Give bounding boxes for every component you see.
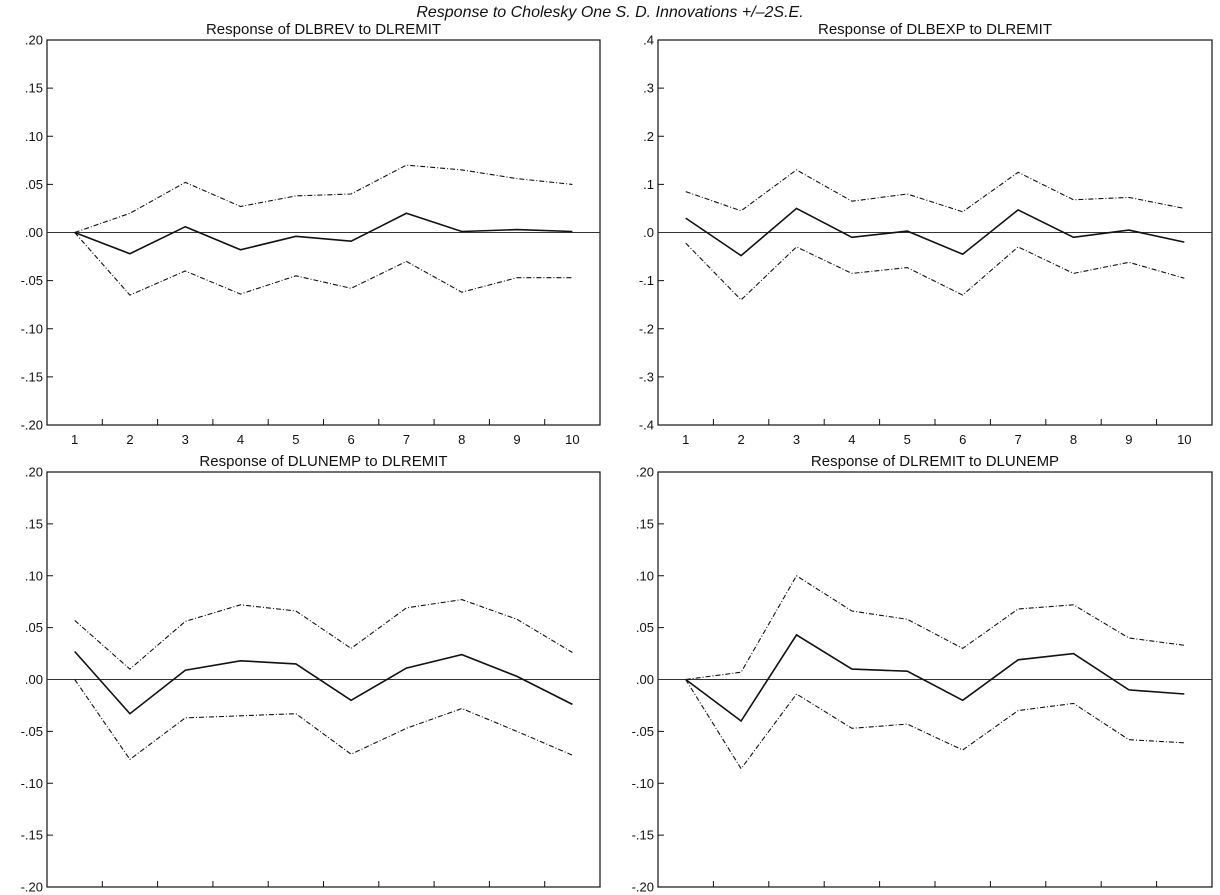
response-line — [74, 212, 573, 255]
lower-band-line — [74, 232, 573, 296]
x-tick-label: 6 — [348, 432, 355, 447]
y-tick-label: .10 — [636, 568, 654, 583]
y-tick-label: .05 — [636, 620, 654, 635]
panel-2: Response of DLBEXP to DLREMIT .4 .3 .2 .1 .0 -… — [639, 21, 1213, 447]
y-tick-label: -.20 — [21, 880, 43, 895]
x-tick-label: 10 — [1177, 432, 1191, 447]
panel-4: Response of DLREMIT to DLUNEMP .20 .15 .10.… — [632, 453, 1213, 895]
panel-title: Response of DLUNEMP to DLREMIT — [199, 453, 447, 470]
upper-band-line — [685, 575, 1185, 681]
x-tick-label: 4 — [848, 432, 855, 447]
upper-band-line — [74, 599, 573, 670]
x-tick-label: 3 — [182, 432, 189, 447]
y-tick-label: .4 — [643, 33, 654, 48]
y-tick-label: .15 — [25, 81, 43, 96]
lower-band-line — [74, 679, 573, 761]
panel-1: Response of DLBREV to DLREMIT .20 .15 .10 .0… — [21, 21, 601, 447]
response-line — [74, 650, 573, 715]
y-tick-label: -.2 — [639, 321, 654, 336]
y-tick-label: .1 — [643, 177, 654, 192]
y-tick-label: .10 — [25, 129, 43, 144]
y-tick-label: .3 — [643, 81, 654, 96]
x-tick-label: 1 — [71, 432, 78, 447]
panel-title: Response of DLBREV to DLREMIT — [206, 21, 441, 38]
x-tick-label: 9 — [513, 432, 520, 447]
x-tick-label: 5 — [904, 432, 911, 447]
panel-title: Response of DLREMIT to DLUNEMP — [811, 453, 1059, 470]
y-tick-label: -.05 — [632, 724, 654, 739]
response-line — [685, 633, 1185, 723]
x-tick-label: 1 — [682, 432, 689, 447]
y-tick-label: -.10 — [21, 321, 43, 336]
y-tick-label: .0 — [643, 225, 654, 240]
y-tick-label: -.10 — [632, 776, 654, 791]
y-tick-label: -.15 — [21, 369, 43, 384]
x-tick-label: 6 — [959, 432, 966, 447]
y-tick-label: -.05 — [21, 273, 43, 288]
y-tick-label: .20 — [636, 465, 654, 480]
x-tick-label: 2 — [126, 432, 133, 447]
y-tick-label: -.10 — [21, 776, 43, 791]
y-tick-label: -.4 — [639, 418, 654, 433]
y-tick-label: -.20 — [21, 418, 43, 433]
x-tick-label: 10 — [565, 432, 579, 447]
y-tick-label: .00 — [636, 672, 654, 687]
y-tick-label: .15 — [25, 516, 43, 531]
y-tick-label: .00 — [25, 672, 43, 687]
panel-3: Response of DLUNEMP to DLREMIT .20 .15 .10.… — [21, 453, 601, 895]
x-tick-label: 9 — [1125, 432, 1132, 447]
y-tick-label: -.15 — [21, 828, 43, 843]
response-line — [685, 207, 1185, 257]
y-tick-label: -.05 — [21, 724, 43, 739]
y-tick-label: .20 — [25, 33, 43, 48]
y-tick-label: .05 — [25, 177, 43, 192]
panel-title: Response of DLBEXP to DLREMIT — [818, 21, 1052, 38]
x-tick-label: 8 — [458, 432, 465, 447]
x-tick-label: 2 — [737, 432, 744, 447]
y-tick-label: .10 — [25, 568, 43, 583]
y-tick-label: .05 — [25, 620, 43, 635]
lower-band-line — [685, 679, 1185, 770]
x-tick-label: 7 — [403, 432, 410, 447]
x-tick-label: 3 — [793, 432, 800, 447]
x-tick-label: 4 — [237, 432, 244, 447]
lower-band-line — [685, 242, 1185, 301]
y-tick-label: -.1 — [639, 273, 654, 288]
upper-band-line — [685, 169, 1185, 213]
x-tick-label: 8 — [1070, 432, 1077, 447]
upper-band-line — [74, 164, 573, 234]
y-tick-label: -.3 — [639, 369, 654, 384]
y-tick-label: -.20 — [632, 880, 654, 895]
y-tick-label: .15 — [636, 516, 654, 531]
y-tick-label: .2 — [643, 129, 654, 144]
panels: Response of DLBREV to DLREMIT.20.15.10.0… — [21, 21, 1213, 895]
x-tick-label: 5 — [292, 432, 299, 447]
figure-title: Response to Cholesky One S. D. Innovatio… — [416, 4, 803, 21]
y-tick-label: .20 — [25, 465, 43, 480]
y-tick-label: .00 — [25, 225, 43, 240]
y-tick-label: -.15 — [632, 828, 654, 843]
x-tick-label: 7 — [1014, 432, 1021, 447]
